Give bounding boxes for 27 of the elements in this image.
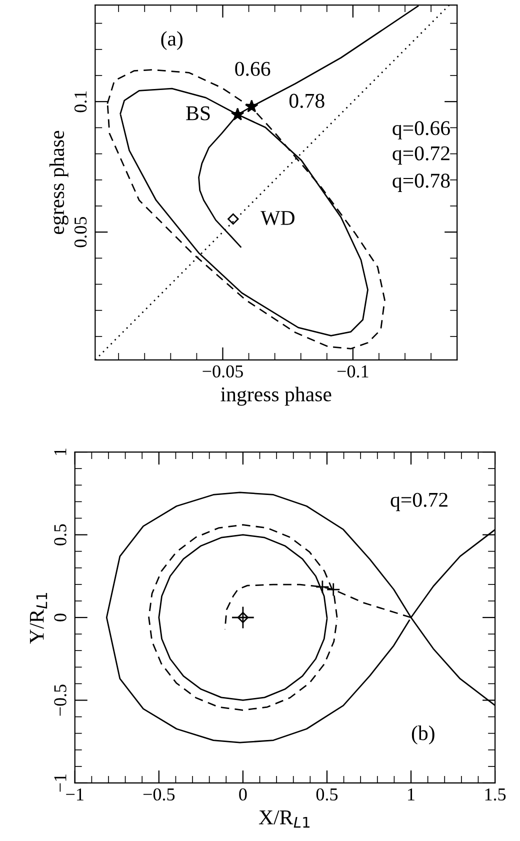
annotation: q=0.66 [392, 121, 450, 140]
y-axis-title: egress phase [49, 130, 68, 234]
y-tick-label: 0 [54, 614, 66, 622]
x-tick-label: −0.1 [337, 365, 368, 378]
annotation: WD [260, 211, 294, 226]
annotation: (b) [412, 726, 434, 744]
x-tick-label: −0.05 [202, 365, 243, 378]
y-tick-label: −0.5 [54, 684, 66, 716]
x-tick-label: 0.5 [316, 788, 338, 801]
x-tick-label: 0 [239, 788, 247, 801]
x-axis-title: X/R$_{L1}$ [258, 810, 310, 828]
annotation: q=0.72 [390, 492, 448, 512]
x-tick-label: 1 [408, 788, 414, 800]
x-tick-label: −0.5 [143, 788, 175, 801]
annotation: 0.66 [235, 62, 270, 76]
x-axis-title: ingress phase [220, 386, 332, 406]
annotation: (a) [161, 31, 183, 50]
y-tick-label: 1 [54, 448, 66, 455]
y-axis-title: Y/R$_{L1}$ [30, 592, 48, 644]
y-tick-label: 0.05 [74, 216, 87, 248]
annotation: q=0.72 [392, 146, 450, 165]
annotation: BS [186, 106, 210, 120]
x-tick-label: 1.5 [485, 788, 506, 801]
y-tick-label: 0.5 [54, 524, 66, 546]
annotation: 0.78 [289, 94, 324, 108]
y-tick-label: 0.1 [74, 91, 87, 112]
annotation: q=0.78 [392, 174, 450, 192]
